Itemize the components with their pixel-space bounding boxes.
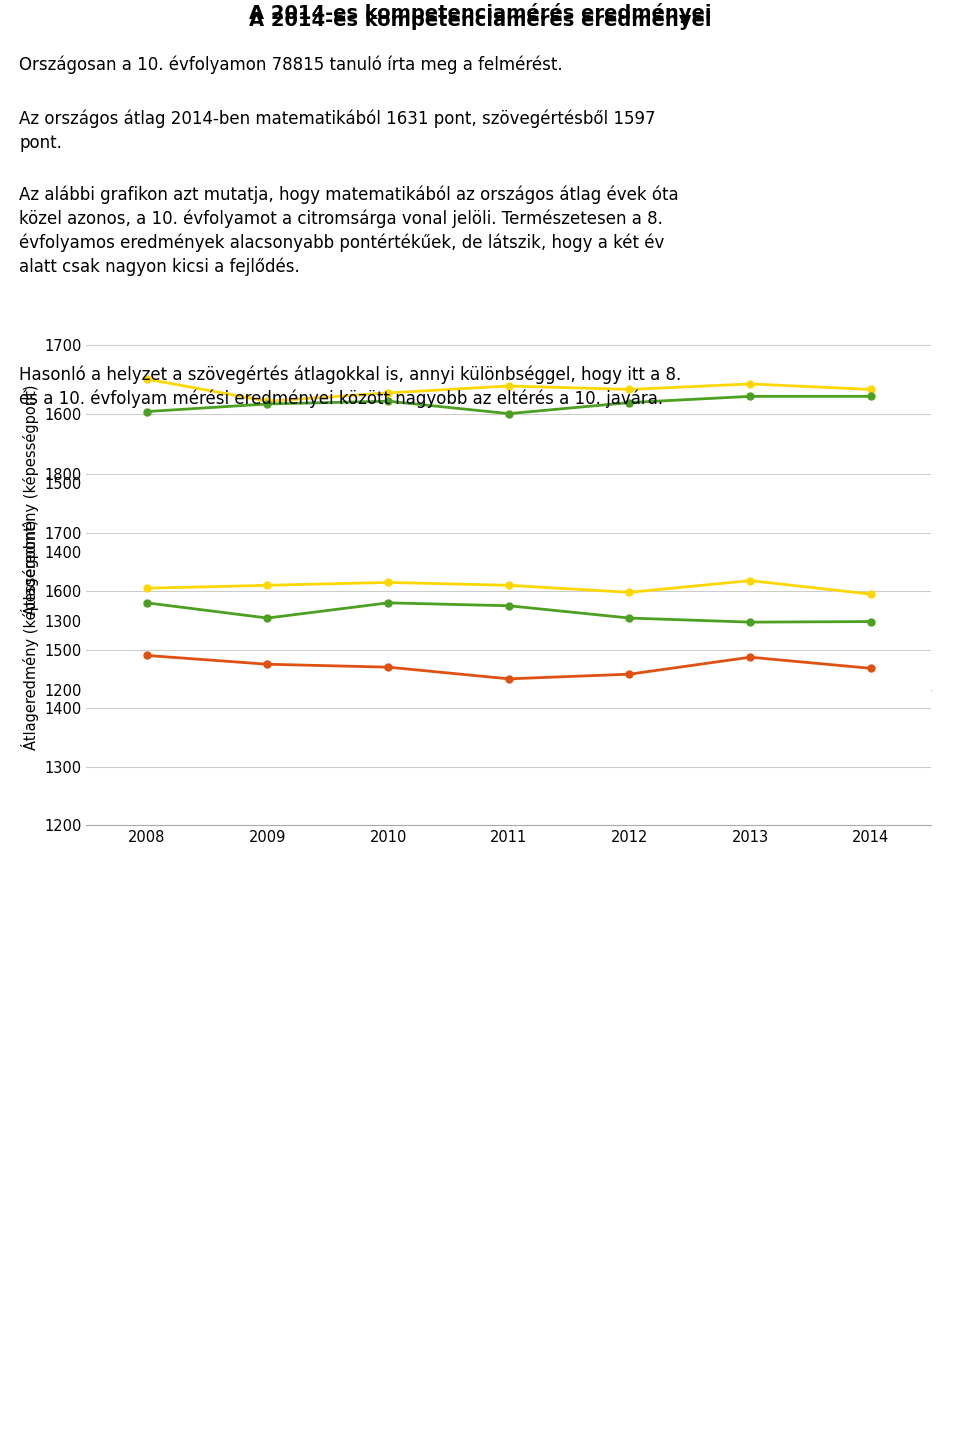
Text: A 2014-es kompetenciamérés eredményei: A 2014-es kompetenciamérés eredményei xyxy=(249,3,711,23)
Text: Hasonló a helyzet a szövegértés átlagokkal is, annyi különbséggel, hogy itt a 8.: Hasonló a helyzet a szövegértés átlagokk… xyxy=(19,365,682,408)
Y-axis label: Átlageredmény (képességpont): Átlageredmény (képességpont) xyxy=(20,519,38,751)
Text: Országosan a 10. évfolyamon 78815 tanuló írta meg a felmérést.: Országosan a 10. évfolyamon 78815 tanuló… xyxy=(19,54,563,73)
Text: A 2014-es kompetenciamérés eredményei: A 2014-es kompetenciamérés eredményei xyxy=(249,10,711,30)
Y-axis label: Átlageredmény (képességpont): Átlageredmény (képességpont) xyxy=(20,385,38,615)
Text: Az alábbi grafikon azt mutatja, hogy matematikából az országos átlag évek óta
kö: Az alábbi grafikon azt mutatja, hogy mat… xyxy=(19,184,679,276)
Text: Az országos átlag 2014-ben matematikából 1631 pont, szövegértésből 1597
pont.: Az országos átlag 2014-ben matematikából… xyxy=(19,110,656,152)
